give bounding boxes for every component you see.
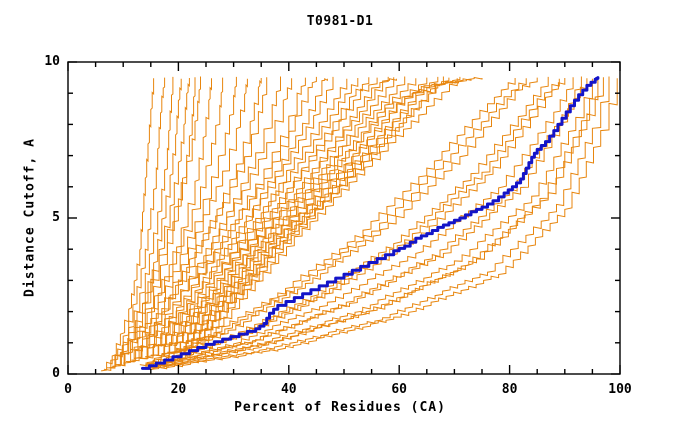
model-curve <box>189 76 444 348</box>
model-curve <box>139 76 281 359</box>
model-curve <box>101 78 155 372</box>
plot-frame <box>67 61 621 375</box>
model-curve <box>183 78 472 350</box>
model-curve <box>189 76 461 348</box>
x-tick-label: 40 <box>280 382 297 397</box>
model-curve <box>134 78 293 359</box>
model-curve <box>125 76 237 363</box>
model-curve <box>156 78 588 366</box>
model-curve <box>150 78 359 356</box>
curves-layer <box>101 76 618 372</box>
chart-title: T0981-D1 <box>306 14 374 29</box>
model-curve <box>134 78 262 359</box>
model-curve <box>167 76 389 354</box>
y-tick-label: 0 <box>52 366 60 381</box>
model-curve <box>156 77 604 369</box>
model-curve <box>117 77 196 366</box>
model-curve <box>161 78 397 355</box>
model-curve <box>172 77 428 353</box>
model-curve <box>145 78 527 365</box>
model-curve <box>150 77 538 364</box>
model-curve <box>145 76 610 370</box>
model-curve <box>178 77 450 352</box>
model-curve <box>112 78 182 367</box>
model-curve <box>131 77 268 362</box>
model-curve <box>128 78 248 362</box>
x-tick-label: 0 <box>64 382 72 397</box>
model-curve <box>156 78 348 357</box>
x-axis-label: Percent of Residues (CA) <box>234 400 446 415</box>
model-curve <box>114 76 201 366</box>
model-curve <box>139 76 317 360</box>
model-curve <box>156 77 378 357</box>
model-curve <box>145 77 574 367</box>
model-curve <box>145 78 593 369</box>
x-tick-label: 20 <box>170 382 187 397</box>
model-curve <box>167 76 406 354</box>
model-curve <box>106 76 174 369</box>
model-curve <box>109 78 190 369</box>
y-tick-label: 10 <box>44 54 60 69</box>
x-tick-label: 80 <box>501 382 518 397</box>
model-curve <box>194 76 483 348</box>
model-curve <box>200 78 458 345</box>
target-curve <box>141 76 600 370</box>
x-tick-label: 100 <box>608 382 632 397</box>
x-tick-label: 60 <box>391 382 408 397</box>
model-curve <box>145 76 334 358</box>
model-curve <box>103 77 166 371</box>
model-curve <box>150 78 618 370</box>
model-curve <box>117 77 224 367</box>
y-tick-label: 5 <box>52 210 60 225</box>
model-curve <box>150 78 599 369</box>
